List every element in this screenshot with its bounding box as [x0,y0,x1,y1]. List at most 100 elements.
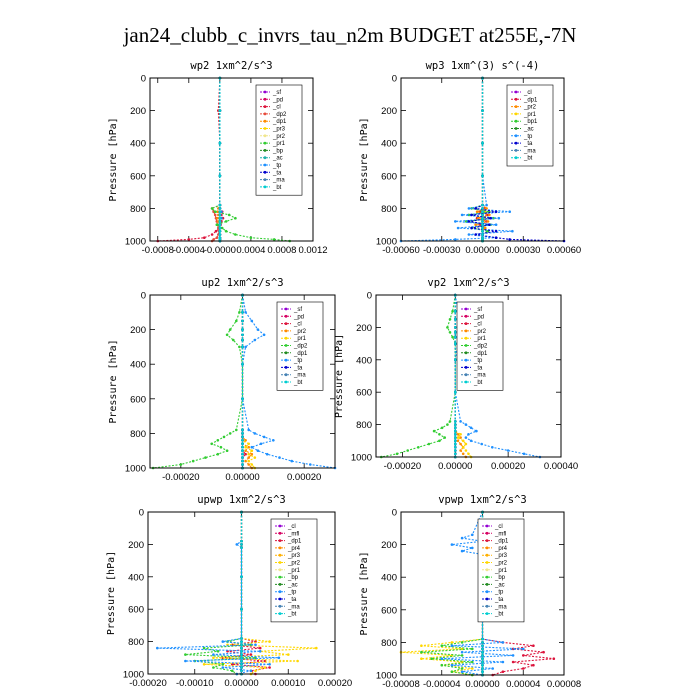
data-point-bt [481,203,484,207]
legend-marker [263,185,267,189]
data-point-dp2 [446,423,449,426]
x-tick-label: 0.0008 [267,245,296,256]
legend-label: _pr2 [272,134,286,140]
legend-marker [263,97,267,101]
data-point-pr1 [461,446,465,449]
data-point-tp [258,650,262,653]
legend-marker [284,380,288,384]
data-point-bt [241,428,244,432]
data-point-tp [460,549,464,553]
data-point-bt [240,669,243,673]
y-tick-label: 800 [130,204,146,215]
data-point-pr2 [263,666,267,669]
data-point-pr1 [213,210,217,213]
legend-marker [464,307,468,311]
data-point-bt [218,220,222,223]
data-point-dp2 [451,335,454,339]
data-point-dp1 [522,667,525,670]
data-point-tp [491,667,495,670]
data-point-pr1 [247,459,250,463]
data-point-tp [272,439,275,442]
data-point-bt [454,420,457,423]
data-point-pr1 [464,449,468,452]
plot-frame [149,294,336,469]
chart-panel-3: up2 1xm^2/s^3 Pressure [hPa] 0 200 400 600 800… [108,277,337,483]
data-point-bt [241,463,244,466]
data-point-tp [244,345,247,349]
data-point-pr1 [244,445,247,449]
data-point-dp2 [427,442,431,446]
data-point-bp [430,657,433,660]
data-point-pr2 [420,644,423,647]
legend-label: _pd [293,314,304,320]
legend-label: _cl [473,322,482,328]
legend-label: _pr2 [287,561,301,567]
data-point-dp2 [232,338,235,342]
data-point-bt [241,333,244,337]
data-point-bt [241,362,244,366]
data-point-tp [501,660,505,664]
data-point-bt [240,656,243,660]
data-point-bt [454,426,457,430]
legend-label: _bt [287,612,297,618]
data-point-tp [253,432,257,435]
legend-label: _dp2 [473,344,488,350]
data-point-bt [481,637,484,641]
legend-box [477,518,525,623]
data-point-bt [240,650,243,653]
x-tick-label: -0.00010 [176,678,214,689]
x-tick-label: -0.0008 [142,245,174,256]
data-point-tp [491,446,494,449]
data-point-pr2 [459,449,462,452]
data-point-tp [156,646,159,650]
x-tick-label: 0.00000 [465,245,499,256]
x-tick-label: 0.00020 [318,678,352,689]
series-line-dp2 [381,294,456,458]
chart-panel-5: upwp 1xm^2/s^3 Pressure [hPa] 0 200 400 600 80… [106,494,352,689]
y-tick-label: 0 [141,291,146,302]
data-point-tp [309,463,312,466]
data-point-bp [184,653,187,656]
legend-label: _mfl [494,531,506,537]
y-tick-label: 400 [130,360,146,371]
legend-label: _pr2 [293,329,307,335]
legend-label: _sf [473,307,482,313]
series-line-cl [157,77,224,242]
x-tick-label: 0.00010 [271,678,305,689]
y-tick-label: 400 [381,573,397,584]
x-tick-label: 0.00000 [225,472,259,483]
data-point-bp [440,663,444,667]
legend-label: _ma [473,373,486,379]
data-point-pr1 [247,442,250,446]
data-point-bt [240,637,243,640]
data-point-pr1 [227,213,231,217]
legend-label: _ma [494,604,507,610]
data-point-bt [218,213,222,217]
data-point-tp [256,328,260,331]
y-tick-label: 600 [381,171,397,182]
data-point-dp2 [432,429,436,433]
legend-marker [514,127,518,130]
data-point-dp2 [215,236,219,239]
data-point-bt [240,543,243,546]
legend-label: _pr3 [287,553,301,559]
legend-marker [263,90,267,94]
legend-label: _ac [287,582,298,588]
data-point-dp2 [448,420,452,423]
legend-label: _cl [494,524,503,530]
data-point-dp2 [228,328,232,331]
data-point-tp [471,533,474,537]
data-point-bp [471,660,474,664]
data-point-dp2 [448,318,452,321]
data-point-bt [454,446,457,449]
data-point-bt [454,449,457,452]
legend-marker [278,604,282,608]
legend-label: _pr2 [494,561,508,567]
data-point-pr2 [488,213,491,217]
data-point-tp [253,338,257,342]
legend-marker [514,97,518,101]
legend-marker [284,307,288,311]
data-point-pr1 [456,436,460,439]
data-point-tp [268,663,271,666]
data-point-tp [467,233,471,236]
